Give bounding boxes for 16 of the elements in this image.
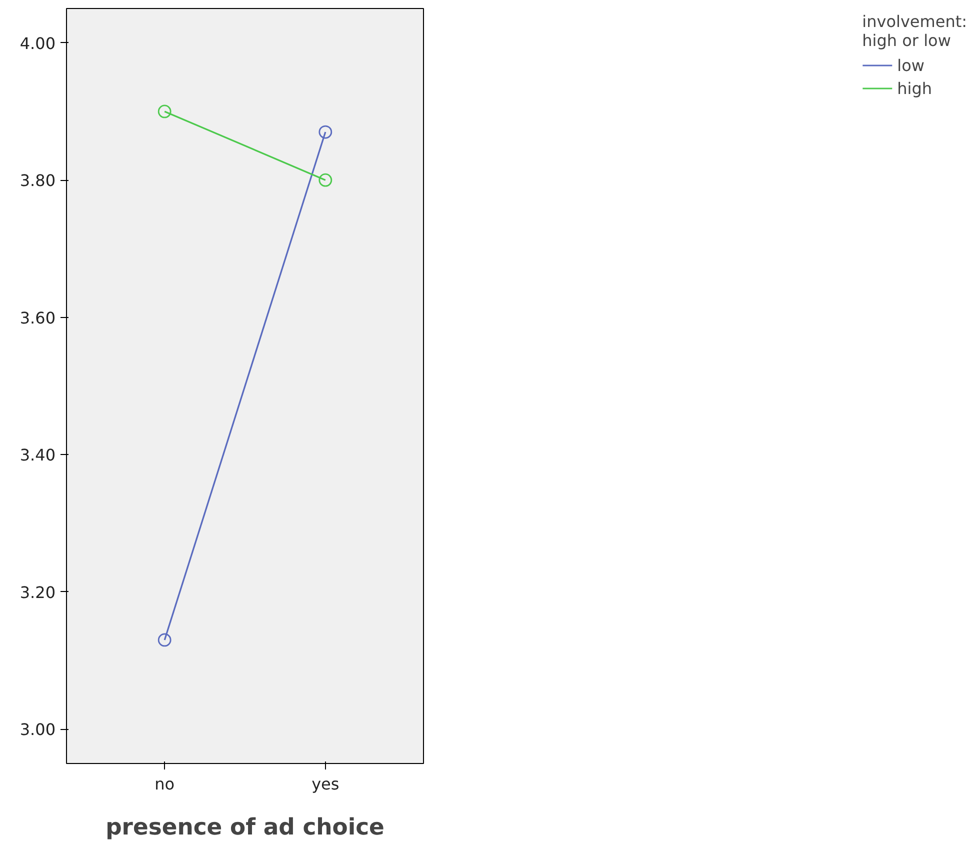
point [158,633,172,647]
y-tick-label: 3.20 [20,582,56,602]
y-tick-label: 3.00 [20,720,56,740]
y-tick-label: 3.40 [20,446,56,465]
x-tick-label: no [154,774,175,794]
point [158,104,172,118]
x-axis-title: presence of ad choice [106,814,384,840]
y-tick-label: 3.60 [20,308,56,328]
legend-label: low [897,56,924,74]
legend-label: high [897,78,932,98]
point [318,173,332,187]
x-tick-label: yes [312,774,340,794]
y-tick-label: 4.00 [20,34,56,53]
legend-title: involvement: high or low [862,12,967,50]
y-tick-label: 3.80 [20,171,56,190]
point [318,125,332,139]
